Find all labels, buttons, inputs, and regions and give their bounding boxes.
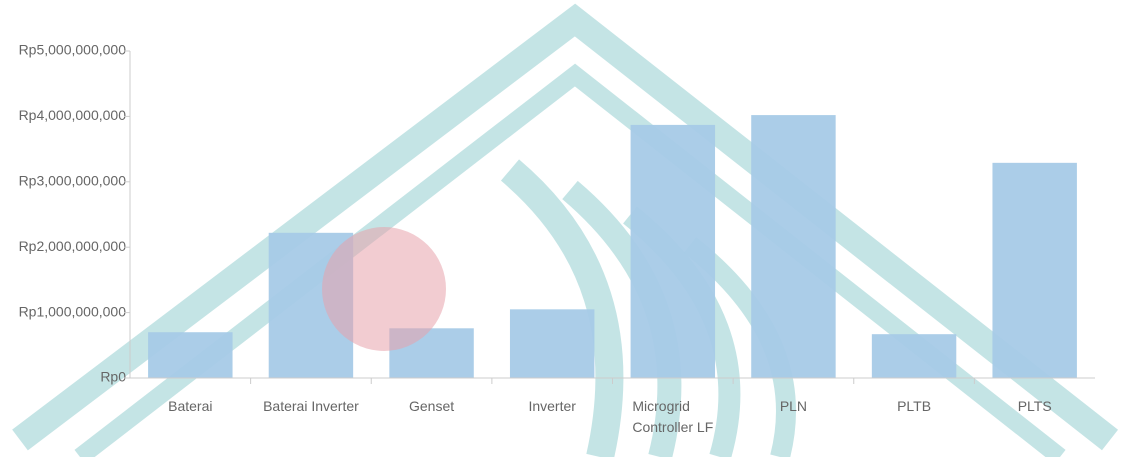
y-tick-label: Rp3,000,000,000: [19, 173, 127, 189]
bar: [630, 124, 716, 378]
watermark: [12, 3, 1119, 457]
bar: [509, 309, 595, 378]
x-tick-label: Baterai: [168, 398, 213, 414]
x-tick-label: PLTB: [897, 398, 932, 414]
x-tick-label: PLN: [779, 398, 808, 414]
x-tick-label: Inverter: [528, 398, 576, 414]
bar: [871, 334, 957, 378]
y-tick-label: Rp2,000,000,000: [19, 238, 127, 254]
y-tick-label: Rp1,000,000,000: [19, 303, 127, 319]
bar: [148, 332, 233, 378]
y-tick-label: Rp4,000,000,000: [19, 107, 127, 123]
x-tick-label: Genset: [408, 398, 455, 414]
x-tick-label: PLTS: [1017, 398, 1052, 414]
y-tick-label: Rp0: [100, 369, 126, 385]
bar: [751, 115, 836, 378]
watermark-circle: [322, 227, 446, 351]
y-tick-label: Rp5,000,000,000: [19, 42, 127, 58]
bar: [992, 162, 1077, 378]
x-tick-label: Microgrid Controller LF: [632, 398, 714, 435]
x-tick-label: Baterai Inverter: [263, 398, 359, 414]
